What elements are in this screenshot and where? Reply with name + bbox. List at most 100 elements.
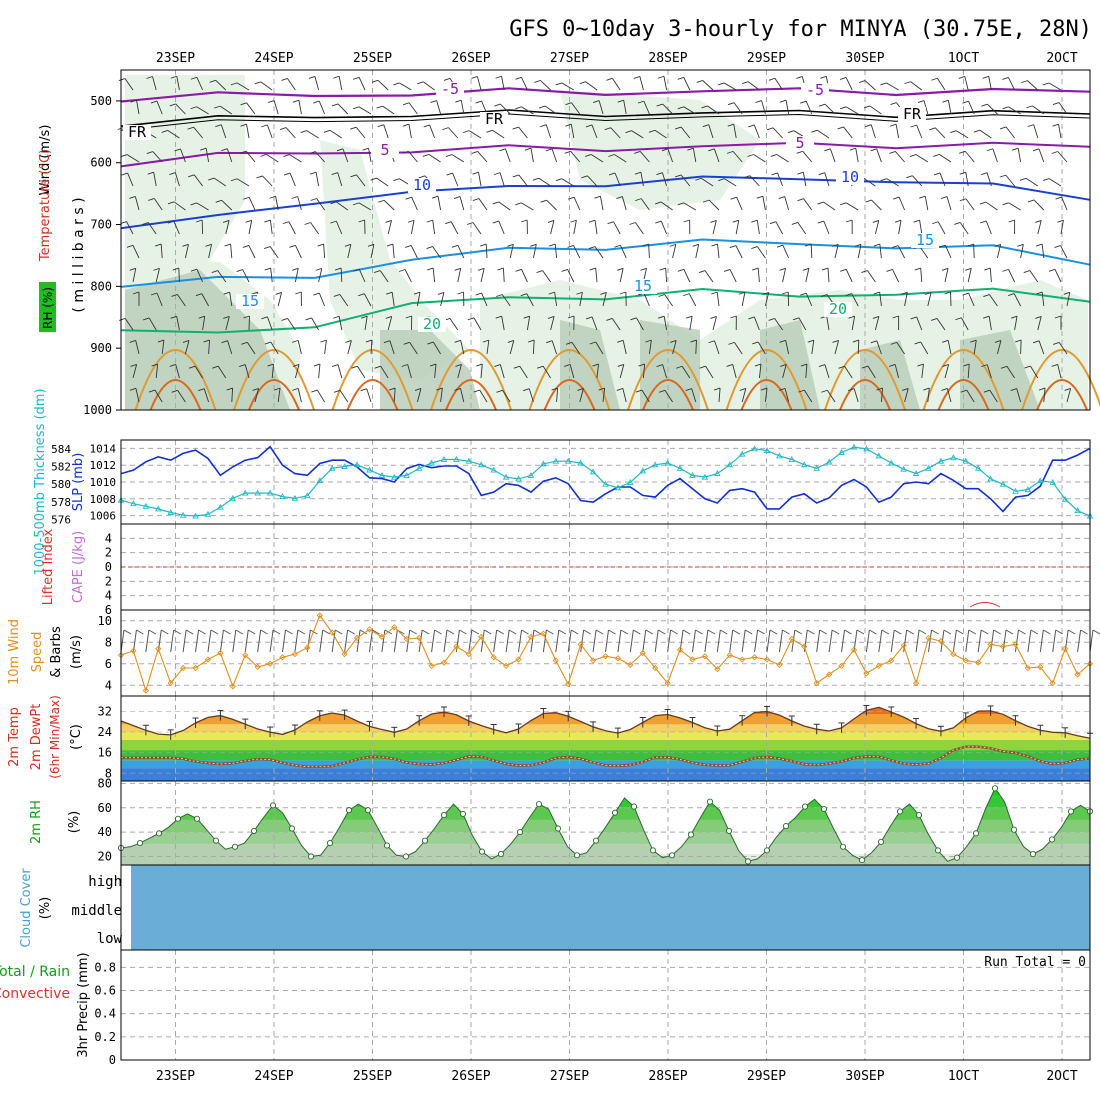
thickness-point [962,457,970,464]
wind-barb-flag [243,315,250,319]
wind-barb-flag [241,341,248,345]
wind-barb-flag [617,364,624,367]
wind-barb-flag [413,291,421,295]
surface-warm-contour [528,349,611,411]
surface-wind-barb-flag [546,629,554,635]
rh-point [668,852,676,859]
wind-barb [407,364,412,379]
wind-barb-flag [361,315,368,319]
wind-barb-flag [778,388,786,391]
cloud-level-label: low [97,931,123,947]
surface-wind-barb-flag [484,629,492,635]
wind-barb [683,106,697,115]
wind-barb-flag [730,315,737,319]
wind-barb-flag [472,171,479,175]
wind-speed-point [1062,645,1069,652]
wind-barb-flag [661,148,669,152]
surface-wind-barb-flag [198,629,206,635]
wind-barb-flag [1032,340,1040,344]
wind-barb [600,196,604,211]
surface-wind-barb [182,629,187,653]
wind-barb-flag [960,389,967,393]
wind-barb [498,201,511,211]
wind-barb-flag [807,339,814,343]
wind-barb [540,80,551,91]
wind-barb-flag [955,317,962,321]
surface-hot-contour [543,379,596,411]
surface-wind-barb-flag [235,629,244,635]
wind-barb-flag [796,76,803,79]
wind-barb [855,148,859,163]
wind-barb-flag [701,105,708,109]
wind-barb [382,105,395,115]
wind-barb-flag [239,150,247,154]
precip-tick-label: 0.6 [94,984,116,998]
wind-barb [124,78,134,91]
surface-wind-barb [356,629,361,653]
wind-barb-flag [1035,243,1043,247]
wind-barb-flag [674,126,682,130]
wind-barb-flag [426,246,433,249]
wind-barb [702,80,714,91]
wind-barb-flag [300,130,307,134]
wind-barb [411,197,418,211]
wind-barb [805,292,813,307]
wind-barb-flag [890,341,897,345]
wind-barb-flag [695,177,702,181]
wind-barb-flag [350,174,357,178]
wind-barb [355,126,366,139]
wind-barb [956,130,969,139]
wind-barb [318,100,326,115]
wind-barb-flag [942,339,949,343]
wind-barb [184,340,190,355]
wind-barb-flag [748,124,755,128]
wind-barb [358,202,372,211]
wind-speed-point [527,633,535,641]
isotherm-fr-secondary [120,113,1091,131]
thickness-point [328,464,336,471]
wind-barb-flag [405,315,412,319]
wind-barb-flag [317,243,324,247]
wind-barb-flag [495,315,502,319]
cloud-ylabel-a: Cloud Cover [19,868,34,948]
wind-barb-flag [617,339,624,343]
top-date-axis: 23SEP 24SEP 25SEP 26SEP 27SEP 28SEP 29SEP 30SEP… [156,51,1078,66]
rh-point [174,815,182,822]
wind-barb [775,221,783,235]
wind-barb-flag [236,269,243,272]
wind-barb [335,220,343,235]
thickness-point [589,468,597,475]
temp-color-band [121,768,1090,781]
surface-wind-barb-flag [819,629,827,635]
wind-barb [802,172,807,187]
wind-barb-flag [153,267,160,271]
wind-barb-flag [478,267,485,271]
wind-barb [635,222,644,235]
wind-barb [827,390,836,403]
wind-barb-flag [619,291,627,295]
wind-barb-flag [130,364,137,367]
wind-barb [460,100,465,115]
wind-barb-flag [492,220,499,224]
wind-barb-flag [941,388,948,391]
surface-wind-barb [232,629,237,653]
date-label-30sep: 30SEP [845,51,884,66]
wind-barb [561,178,575,187]
wind-barb-flag [670,340,677,343]
thickness-point [241,489,249,496]
wind-barb-flag [195,293,203,297]
wind-speed-point [254,663,261,671]
wind-barb-flag [546,340,553,344]
wind-barb [297,196,302,211]
wind-speed-point [987,641,994,648]
wind-barb-flag [188,365,196,369]
wind-barb [450,221,459,235]
surface-wind-barb [344,629,349,653]
wind-barb-flag [385,219,392,223]
wind-speed-point [316,612,323,619]
surface-wind-barb-flag [459,629,467,635]
wind-barb-flag [711,291,718,295]
wind-barb-flag [617,99,624,103]
wind-barb [266,124,273,139]
